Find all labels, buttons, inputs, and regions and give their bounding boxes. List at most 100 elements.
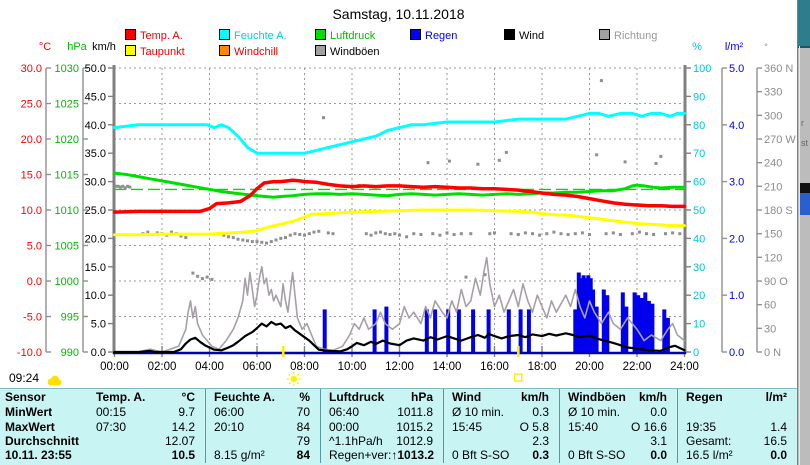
table-cell: Gesamt: 16.5 bbox=[677, 433, 797, 449]
table-cell: Ø 10 min. 0.0 bbox=[559, 405, 677, 420]
svg-text:80: 80 bbox=[693, 120, 705, 132]
legend-swatch bbox=[410, 29, 421, 40]
svg-text:1015: 1015 bbox=[55, 170, 79, 182]
svg-text:20:00: 20:00 bbox=[575, 361, 604, 373]
sunrise-tick bbox=[281, 346, 285, 357]
svg-text:14:00: 14:00 bbox=[433, 361, 462, 373]
summary-table: Sensor Temp. A. °C Feuchte A.% Luftdruck hPa W… bbox=[0, 388, 797, 465]
rain-bar bbox=[591, 289, 596, 352]
table-cell: 0 Bft S-SO 0.0 bbox=[559, 448, 677, 463]
legend-swatch bbox=[219, 45, 230, 56]
rain-bar bbox=[518, 309, 523, 352]
svg-text:-5.0: -5.0 bbox=[23, 312, 42, 324]
status-time-label: 09:24 bbox=[9, 371, 40, 385]
table-cell: Ø 10 min. 0.3 bbox=[443, 405, 559, 420]
rain-bar bbox=[588, 278, 593, 352]
table-cell: 06:40 1011.8 bbox=[320, 405, 443, 420]
table-cell: 00:15 9.7 bbox=[88, 405, 205, 419]
cell-value: ↑1013.2 bbox=[391, 448, 435, 463]
legend-item-feuchte-a-: Feuchte A. bbox=[219, 29, 287, 42]
window-edge-fragment: st bbox=[801, 138, 809, 148]
svg-text:120: 120 bbox=[764, 252, 782, 264]
rain-bar bbox=[586, 275, 591, 352]
legend-label: Regen bbox=[425, 30, 458, 42]
column-name: Regen bbox=[686, 390, 723, 404]
svg-text:70: 70 bbox=[693, 148, 705, 160]
background-window-edge[interactable]: r st bbox=[797, 0, 810, 465]
rain-bar bbox=[433, 309, 438, 352]
svg-text:180 S: 180 S bbox=[764, 205, 793, 217]
svg-text:10: 10 bbox=[693, 319, 705, 331]
rain-bar bbox=[639, 298, 644, 352]
rain-bar bbox=[322, 309, 327, 352]
legend-item-windb-en: Windböen bbox=[315, 45, 380, 58]
legend-label: Luftdruck bbox=[330, 30, 376, 42]
row-label: 10.11. 23:55 bbox=[5, 448, 72, 463]
cell-time: 15:40 bbox=[568, 419, 599, 434]
svg-text:150: 150 bbox=[764, 229, 782, 241]
rain-bar bbox=[424, 309, 429, 352]
rain-bar bbox=[605, 295, 610, 352]
cell-time: 06:40 bbox=[329, 405, 360, 420]
cell-value: 0.3 bbox=[532, 405, 549, 420]
svg-text:40: 40 bbox=[693, 233, 705, 245]
column-name: Windböen bbox=[568, 390, 626, 404]
svg-text:°C: °C bbox=[39, 41, 51, 53]
svg-text:%: % bbox=[692, 41, 702, 53]
rain-bar bbox=[579, 278, 584, 352]
series-luftdruck bbox=[113, 171, 686, 199]
svg-text:22:00: 22:00 bbox=[623, 361, 652, 373]
legend-swatch bbox=[125, 45, 136, 56]
legend-swatch bbox=[315, 29, 326, 40]
table-cell: 15:45 O 5.8 bbox=[443, 419, 559, 434]
svg-text:50: 50 bbox=[693, 205, 705, 217]
svg-text:15.0: 15.0 bbox=[21, 170, 42, 182]
series-feuchte-a- bbox=[113, 111, 686, 155]
row-label: MaxWert bbox=[5, 419, 55, 434]
cell-time: Gesamt: bbox=[686, 433, 732, 448]
cloud-icon bbox=[46, 373, 62, 391]
svg-text:1020: 1020 bbox=[55, 134, 79, 146]
page-title: Samstag, 10.11.2018 bbox=[332, 6, 465, 22]
cell-value: 3.1 bbox=[650, 433, 667, 448]
svg-text:5.0: 5.0 bbox=[27, 241, 42, 253]
cell-time: 20:10 bbox=[214, 419, 245, 434]
legend-label: Windchill bbox=[234, 46, 279, 58]
svg-text:18:00: 18:00 bbox=[528, 361, 557, 373]
cell-time: 00:15 bbox=[96, 405, 127, 420]
table-column-header: Feuchte A.% bbox=[205, 389, 320, 405]
table-column-header: Temp. A. °C bbox=[88, 389, 205, 405]
svg-text:270 W: 270 W bbox=[764, 134, 796, 146]
rain-bar bbox=[594, 306, 599, 352]
rain-bar bbox=[632, 292, 637, 352]
svg-text:35.0: 35.0 bbox=[85, 148, 106, 160]
legend-item-regen: Regen bbox=[410, 29, 458, 42]
svg-text:1010: 1010 bbox=[55, 205, 79, 217]
series-windb-en bbox=[113, 256, 686, 353]
table-cell: 19:35 1.4 bbox=[677, 419, 797, 434]
rain-bar bbox=[506, 309, 511, 352]
svg-text:360 N: 360 N bbox=[764, 63, 793, 75]
cell-value: 0.0 bbox=[770, 448, 787, 463]
row-label: MinWert bbox=[5, 405, 53, 420]
background-window-titlebar-edge bbox=[798, 0, 810, 48]
svg-text:20.0: 20.0 bbox=[85, 233, 106, 245]
cell-value: 84 bbox=[296, 448, 310, 463]
column-name: Wind bbox=[452, 390, 482, 404]
legend-swatch bbox=[125, 29, 136, 40]
rain-bar bbox=[446, 309, 451, 352]
rain-bar bbox=[486, 309, 491, 352]
svg-text:3.0: 3.0 bbox=[729, 177, 744, 189]
svg-text:300: 300 bbox=[764, 110, 782, 122]
table-cell: 07:30 14.2 bbox=[88, 419, 205, 434]
legend-swatch bbox=[219, 29, 230, 40]
svg-text:50.0: 50.0 bbox=[85, 63, 106, 75]
legend-label: Feuchte A. bbox=[234, 30, 287, 42]
cell-value: 0.3 bbox=[532, 448, 549, 463]
rain-bar bbox=[526, 309, 531, 352]
table-column-header: Windböen km/h bbox=[559, 389, 677, 405]
cell-value: 79 bbox=[296, 433, 310, 448]
cell-time: 0 Bft S-SO bbox=[568, 448, 626, 463]
svg-text:90: 90 bbox=[693, 91, 705, 103]
cell-time: Regen+ver: bbox=[329, 448, 392, 463]
